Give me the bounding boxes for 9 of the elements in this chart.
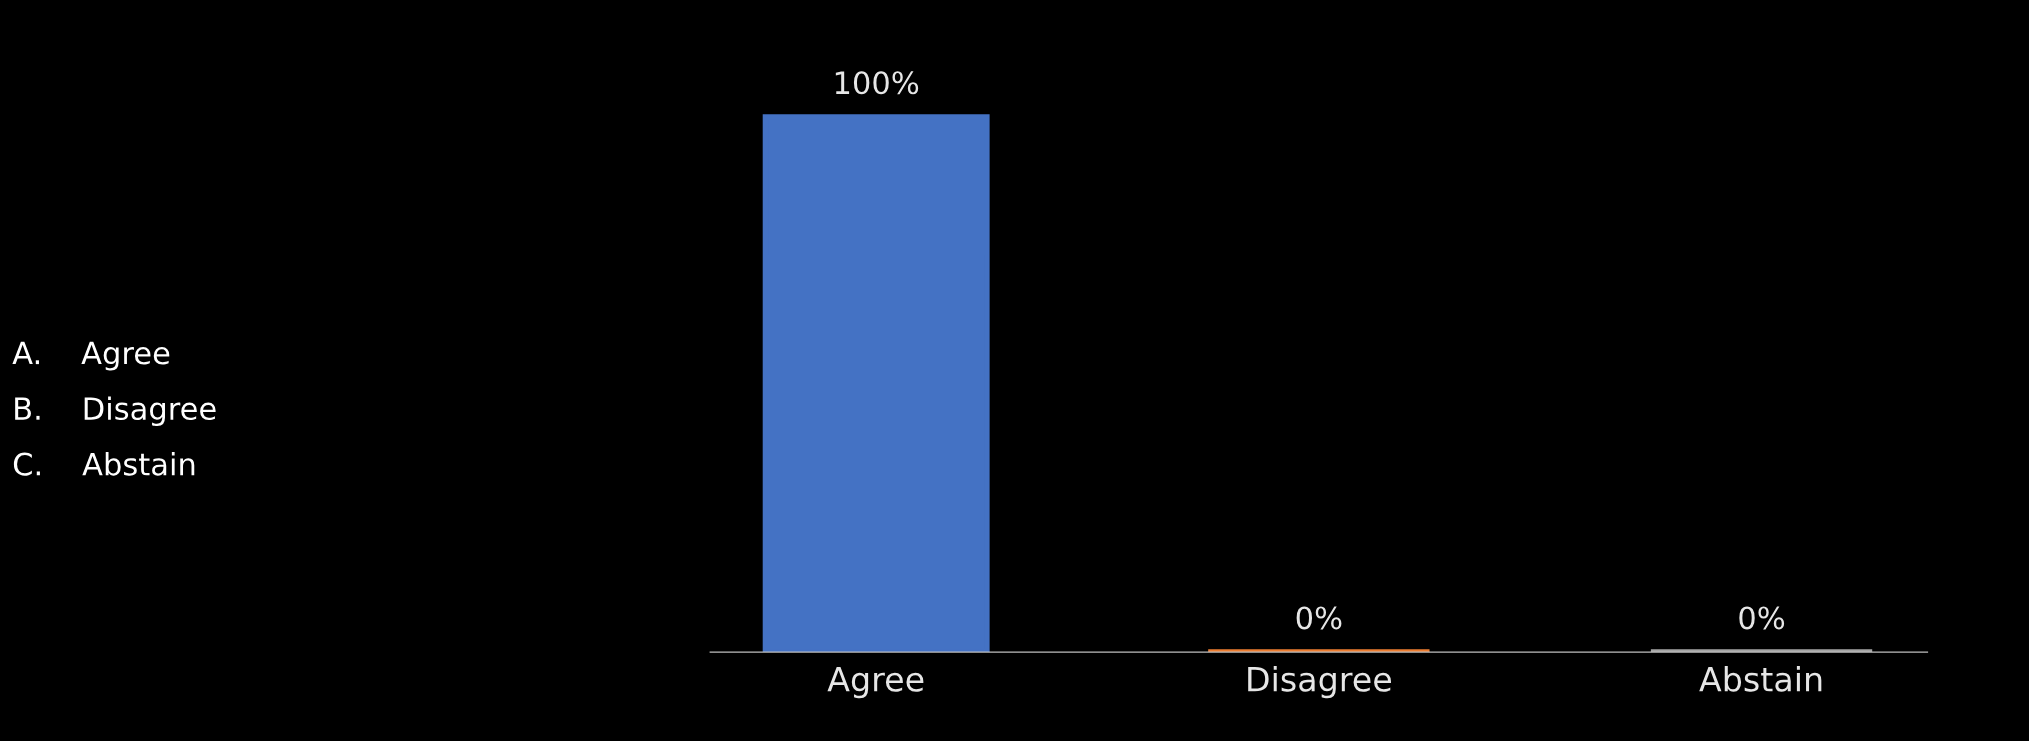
- x-tick-label: Disagree: [1248, 665, 1391, 699]
- text: C. Abstain: [13, 452, 195, 476]
- data-label: 0%: [1739, 606, 1785, 630]
- data-label: 0%: [1296, 606, 1342, 630]
- data-label: 100%: [835, 71, 919, 95]
- text: B. Disagree: [15, 396, 216, 427]
- text: A. Agree: [12, 341, 170, 371]
- x-tick-label: Abstain: [1699, 665, 1822, 692]
- x-tick-label: Agree: [827, 666, 924, 699]
